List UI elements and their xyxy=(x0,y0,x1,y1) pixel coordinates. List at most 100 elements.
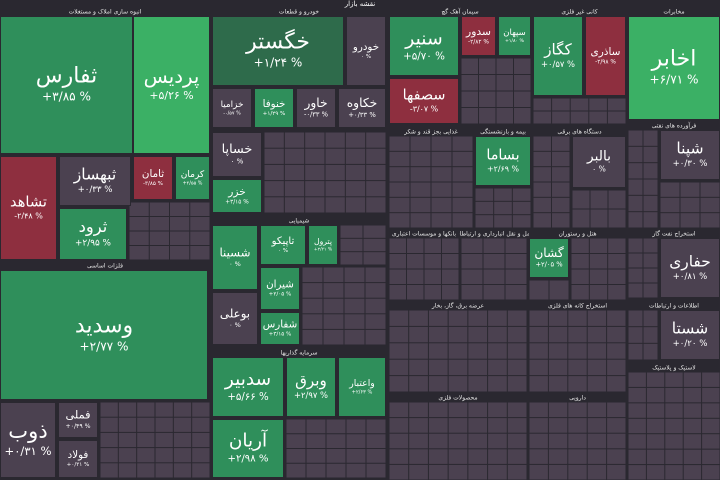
tile-small xyxy=(514,75,531,91)
tile-small xyxy=(628,283,643,298)
tile-small xyxy=(428,310,448,326)
tile-small xyxy=(118,448,137,463)
tile-small xyxy=(628,238,643,253)
tile-small xyxy=(507,402,527,418)
tile-small xyxy=(366,148,386,164)
tile xyxy=(572,136,626,188)
tile-small xyxy=(344,283,365,298)
tile-small xyxy=(389,269,406,284)
tile-symbol: سپهان xyxy=(503,28,525,38)
sector-title: خودرو و قطعات xyxy=(279,9,319,16)
tile-small xyxy=(190,217,210,231)
tile-small xyxy=(680,197,700,213)
tile-small xyxy=(468,402,488,418)
tile-small xyxy=(590,190,608,209)
tile-small xyxy=(424,254,441,269)
tile-small xyxy=(568,359,587,376)
tile-small xyxy=(409,464,428,480)
tile-symbol: شستا xyxy=(672,319,708,337)
tile-change: +۲/۹۷ % xyxy=(294,390,328,400)
tile-small xyxy=(448,326,468,343)
tile-small xyxy=(665,434,683,449)
tile-small xyxy=(155,402,173,417)
tile-small xyxy=(507,433,527,449)
tile xyxy=(212,225,258,290)
tile-small xyxy=(129,202,149,216)
sector-title: هتل و رستوران xyxy=(558,231,596,238)
tile-small xyxy=(409,310,428,326)
sector: استخراج کانه های فلزی xyxy=(529,302,626,392)
tile-small xyxy=(363,252,386,265)
tile-symbol: خودرو xyxy=(352,41,379,53)
tile-small xyxy=(302,329,323,345)
sector: کانی غیر فلزی کگاز+۰/۵۷ % ساذری-۲/۹۸ % xyxy=(533,8,626,126)
tile-small xyxy=(325,197,345,213)
tile-small xyxy=(286,419,306,434)
tile-small xyxy=(452,151,473,167)
sector-title: محصولات فلزی xyxy=(438,395,477,402)
tile xyxy=(133,16,210,154)
tile-small xyxy=(100,448,118,463)
tile-small xyxy=(452,182,473,197)
tile xyxy=(58,440,98,478)
tile-symbol: حفاری xyxy=(669,253,710,271)
tile-small xyxy=(409,343,428,359)
tile-small xyxy=(505,269,527,284)
tile-small xyxy=(448,376,468,392)
tile-small xyxy=(628,212,643,228)
tile-small xyxy=(587,310,607,326)
tile-small xyxy=(589,98,607,111)
tile-change: +۲/۳۱ % xyxy=(314,247,333,253)
tile-small xyxy=(507,359,527,376)
tile-small xyxy=(665,403,683,418)
tile-small xyxy=(529,402,548,418)
tile-small xyxy=(628,327,643,343)
tile-small xyxy=(533,98,552,111)
tile-change: +۰/۳۳ % xyxy=(348,111,376,119)
sector: حمل و نقل انبارداری و ارتباطات xyxy=(454,230,534,300)
tile-small xyxy=(366,132,386,148)
tile-change: +۲/۰۵ % xyxy=(269,292,292,298)
tile-small xyxy=(170,231,190,245)
tile-small xyxy=(507,326,527,343)
tile-small xyxy=(496,91,513,107)
tile-small xyxy=(409,418,428,433)
tile-symbol: ذوب xyxy=(8,418,47,443)
sector-title: کانی غیر فلزی xyxy=(561,9,597,16)
sector-title: بیمه و بازنشستگی xyxy=(480,128,526,136)
tile-small xyxy=(529,310,548,326)
tile-change: +۲/۹۸ % xyxy=(228,454,269,465)
tile-small xyxy=(608,254,626,269)
sector-title: مخابرات xyxy=(663,9,684,16)
tile xyxy=(0,16,133,154)
tile-symbol: سنیر xyxy=(404,28,442,49)
tile-small xyxy=(548,449,568,464)
tile-small xyxy=(568,343,587,359)
tile-small xyxy=(137,402,155,417)
sector: محصولات فلزی xyxy=(389,394,527,480)
tile-small xyxy=(389,167,410,182)
tile-small xyxy=(428,464,448,480)
tile-change: +۳/۱۵ % xyxy=(225,199,249,205)
tile-symbol: فملی xyxy=(65,409,90,422)
tile xyxy=(296,88,336,128)
tile-small xyxy=(533,111,552,124)
tile-small xyxy=(461,75,478,91)
tile-small xyxy=(483,269,505,284)
tile-small xyxy=(389,182,410,197)
tile-small xyxy=(646,387,665,403)
tile-small xyxy=(548,402,568,418)
tile-small xyxy=(507,449,527,464)
tile-small xyxy=(468,343,488,359)
tile xyxy=(338,357,386,417)
tile xyxy=(475,136,531,186)
tile-change: +۰/۴۹ % xyxy=(65,423,90,430)
tile-small xyxy=(683,387,702,403)
tile-change: +۵/۷۰ % xyxy=(403,50,445,62)
tile-small xyxy=(488,449,507,464)
tile-small xyxy=(410,151,431,167)
tile-change: -۲/۹۸ % xyxy=(595,59,616,65)
tile-change: +۲/۶۹ % xyxy=(487,164,519,173)
tile-symbol: سدور xyxy=(465,25,491,38)
